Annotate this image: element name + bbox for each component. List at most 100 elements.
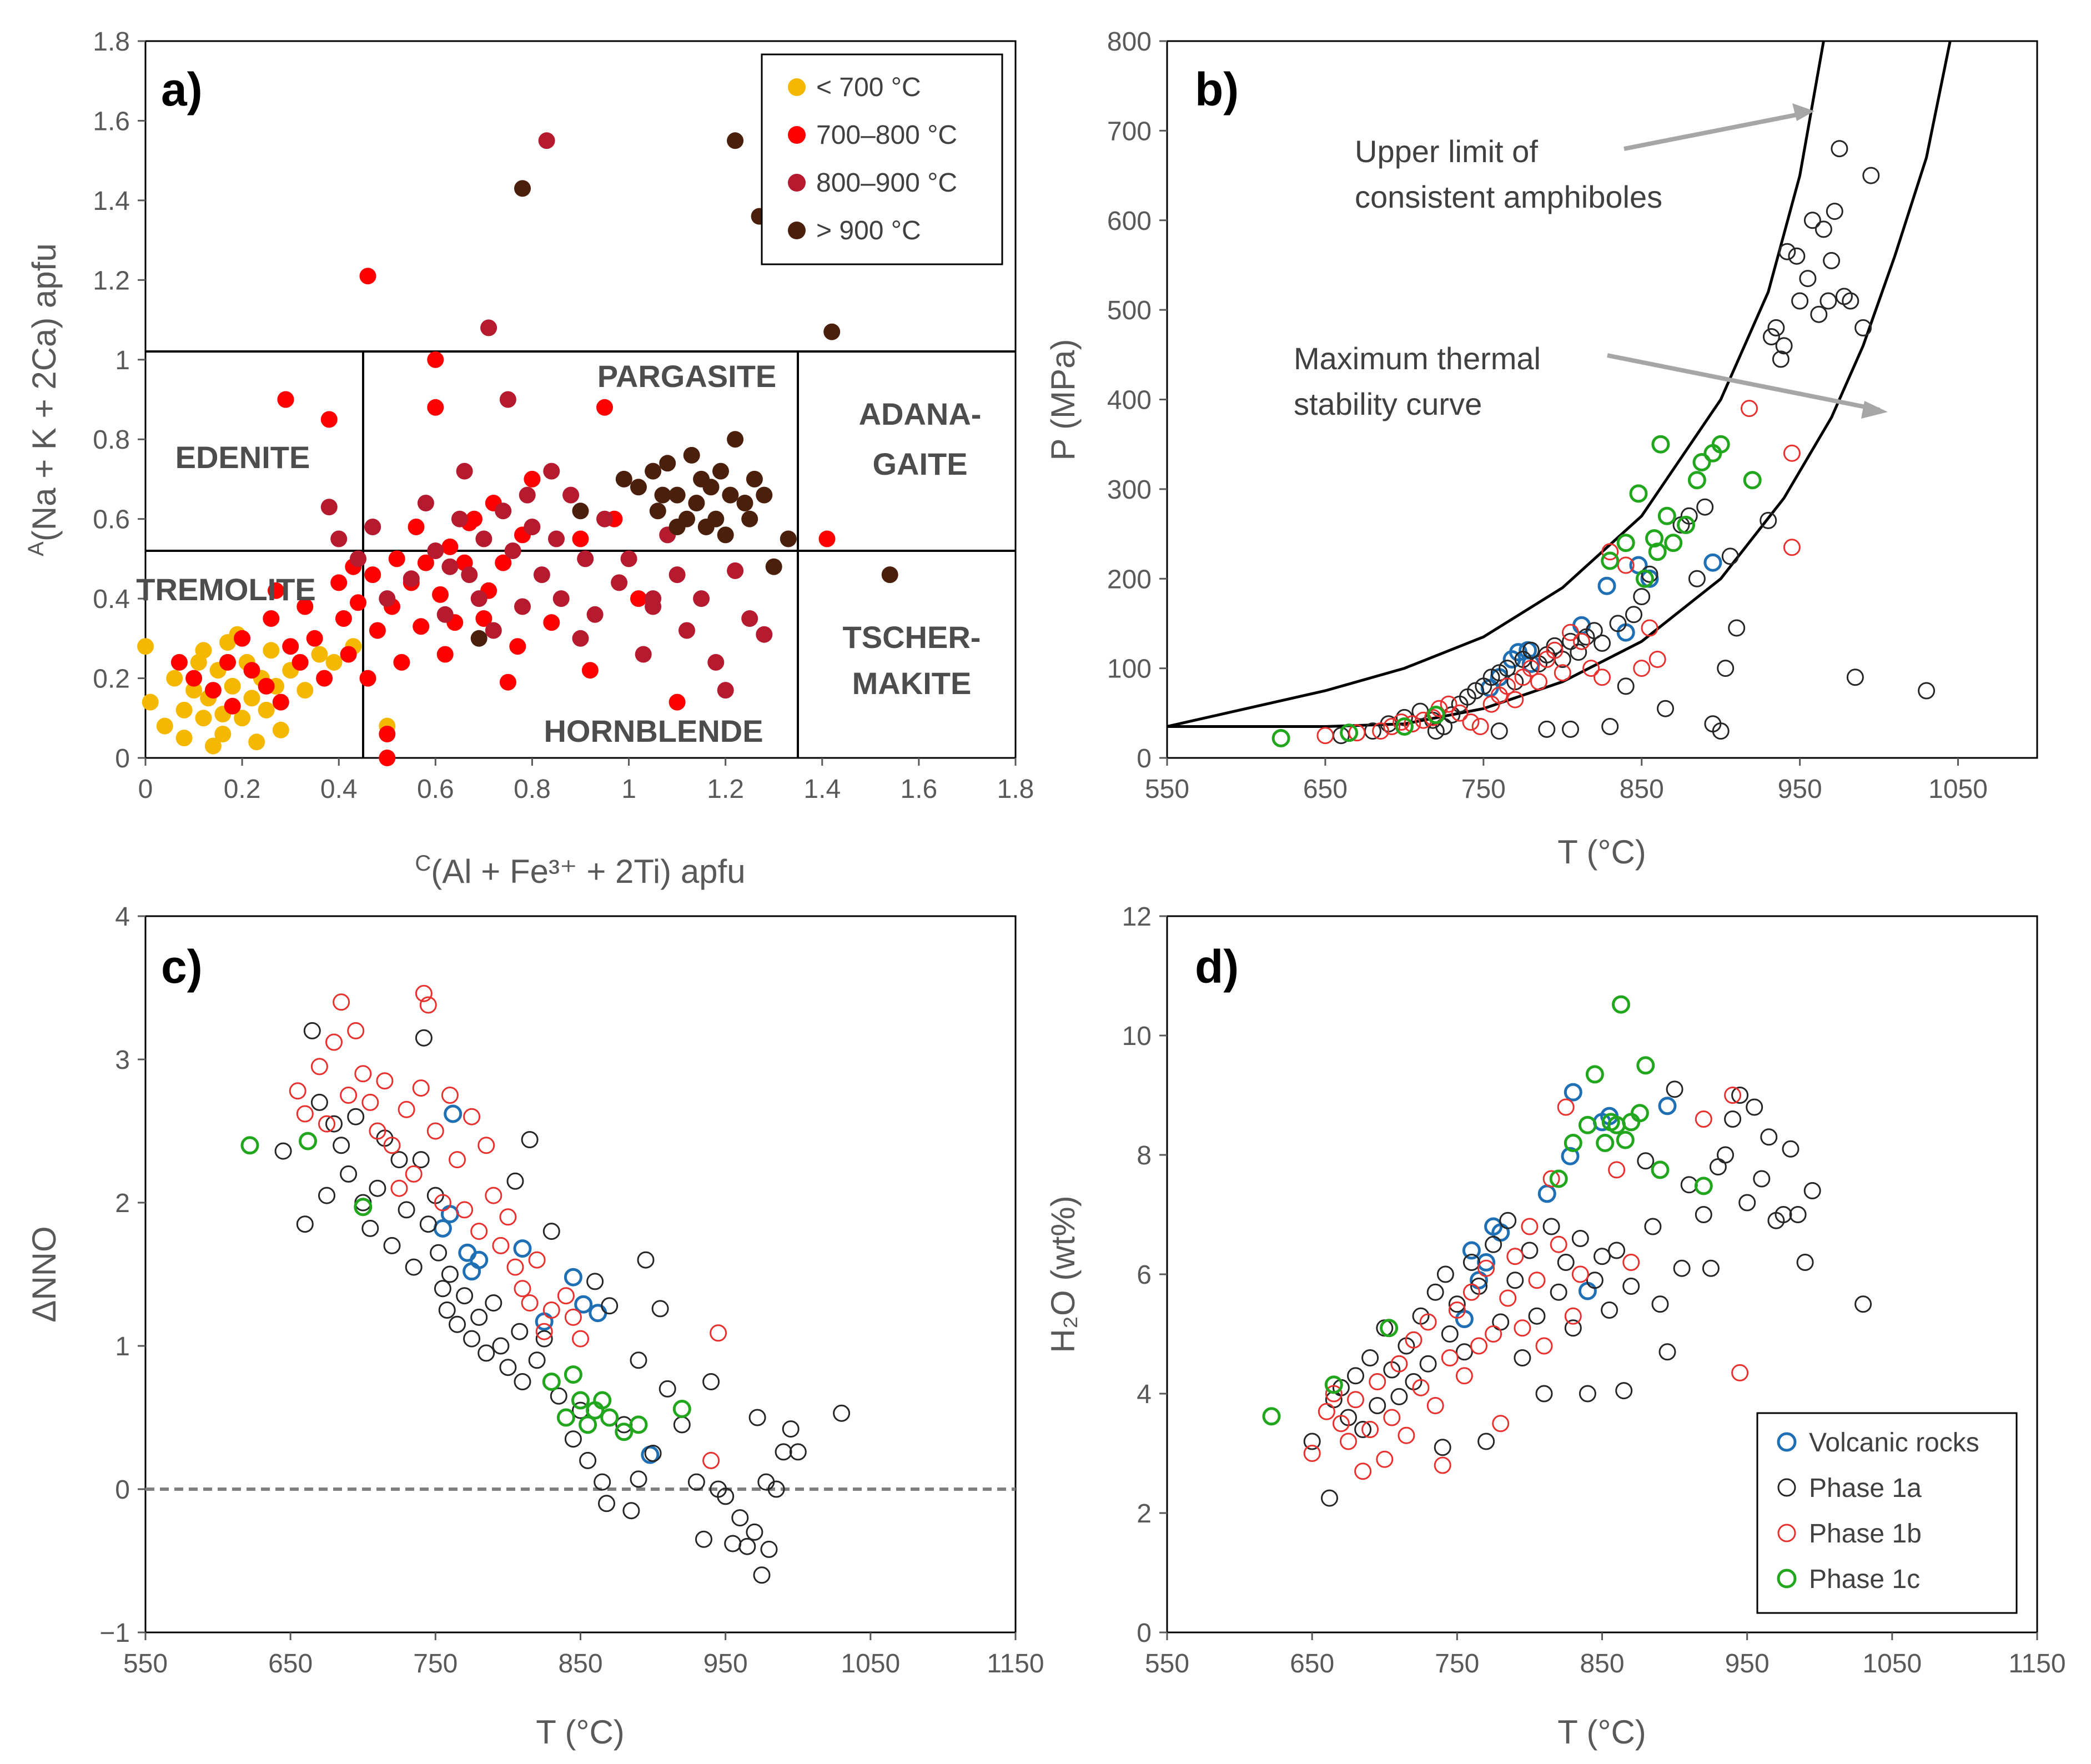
- panel-b-points: [1271, 140, 1936, 747]
- point-800-900-c: [495, 502, 512, 520]
- x-tick-label: 1: [621, 775, 636, 804]
- point-900-c: [668, 486, 686, 504]
- point-phase-1b: [1622, 1254, 1640, 1271]
- point-phase-1a: [419, 1215, 437, 1233]
- point-phase-1b: [361, 1093, 379, 1111]
- point-phase-1a: [1767, 319, 1785, 336]
- point-phase-1a: [1499, 660, 1516, 677]
- point-phase-1a: [724, 1535, 742, 1552]
- point-phase-1b: [1783, 444, 1801, 462]
- point-800-900-c: [379, 590, 396, 607]
- point-phase-1b: [1434, 1456, 1451, 1474]
- point-phase-1a: [1490, 722, 1508, 740]
- point-phase-1a: [1641, 565, 1658, 583]
- point-800-900-c: [693, 590, 710, 607]
- point-800-900-c: [519, 486, 536, 504]
- point-700-800-c: [630, 590, 647, 607]
- point-phase-1b: [1369, 1373, 1386, 1390]
- point-phase-1a: [622, 1502, 640, 1520]
- point-700-800-c: [475, 610, 492, 627]
- x-tick-label: 850: [558, 1649, 602, 1678]
- point-phase-1a: [637, 1251, 655, 1269]
- point-700-800-c: [359, 670, 376, 687]
- panel-d-ticks: 550 650 750 850 950 1050 1150 0 2 4 6 8 10 12: [1122, 902, 2066, 1678]
- point-phase-1a: [492, 1337, 510, 1355]
- point-900-c: [572, 502, 589, 520]
- point-700-800-c: [379, 726, 396, 742]
- point-phase-1b: [564, 1308, 582, 1326]
- point-phase-1a: [1550, 1283, 1567, 1301]
- point-700-c: [137, 638, 154, 655]
- point-phase-1a: [1717, 1146, 1734, 1164]
- point-phase-1b: [1741, 400, 1758, 418]
- x-tick-label: 950: [1778, 775, 1822, 804]
- point-700-800-c: [330, 574, 348, 591]
- point-phase-1b: [1550, 1235, 1567, 1253]
- panel-a-ticks: 0 0.2 0.4 0.6 0.8 1 1.2 1.4 1.6 1.8 0 0.2 0.4 0.6 0.8 1…: [93, 27, 1034, 804]
- x-tick-label: 950: [703, 1649, 748, 1678]
- point-phase-1a: [1782, 1140, 1800, 1158]
- point-phase-1c: [1648, 542, 1667, 561]
- point-700-800-c: [408, 519, 425, 535]
- point-800-900-c: [470, 590, 487, 607]
- point-800-900-c: [596, 510, 613, 527]
- field-label-pargasite: PARGASITE: [597, 359, 777, 394]
- point-phase-1a: [586, 1273, 604, 1290]
- point-phase-1a: [1303, 1433, 1321, 1450]
- point-phase-1a: [717, 1487, 735, 1505]
- x-tick-label: 1150: [2008, 1649, 2065, 1678]
- point-phase-1b: [1347, 1391, 1364, 1409]
- point-phase-1a: [775, 1443, 792, 1461]
- point-800-900-c: [533, 566, 550, 584]
- point-phase-1b: [1325, 1385, 1343, 1403]
- legend-marker-gt900: [788, 222, 806, 239]
- point-phase-1b: [1582, 660, 1600, 677]
- point-phase-1a: [1579, 1385, 1596, 1403]
- point-phase-1b: [405, 1165, 423, 1183]
- y-tick-label: 400: [1107, 386, 1152, 415]
- x-tick-label: 1150: [987, 1649, 1044, 1678]
- point-phase-1b: [1451, 704, 1469, 722]
- point-phase-1c: [629, 1415, 648, 1434]
- legend-marker-phase-1c: [1777, 1569, 1797, 1589]
- point-phase-1a: [1426, 1283, 1444, 1301]
- point-phase-1c: [1677, 515, 1695, 534]
- point-phase-1a: [601, 1297, 619, 1315]
- point-phase-1a: [369, 1179, 386, 1197]
- point-phase-1c: [1340, 723, 1359, 742]
- x-tick-label: 1050: [841, 1649, 900, 1678]
- point-phase-1b: [434, 1194, 451, 1212]
- point-phase-1c: [1578, 1115, 1597, 1134]
- point-phase-1b: [1471, 718, 1489, 735]
- point-700-c: [311, 646, 328, 663]
- point-phase-1a: [514, 1373, 531, 1390]
- x-tick-label: 1.6: [901, 775, 938, 804]
- panel-c-points: [240, 984, 851, 1584]
- y-tick-label: 500: [1107, 296, 1152, 325]
- point-700-c: [204, 737, 222, 755]
- field-label-tschermakite-1: TSCHER-: [843, 620, 981, 655]
- point-phase-1a: [463, 1330, 481, 1348]
- point-phase-1a: [1637, 1152, 1655, 1170]
- point-phase-1b: [1695, 1110, 1712, 1128]
- panel-d-legend: Volcanic rocks Phase 1a Phase 1b Phase 1…: [1756, 1412, 2018, 1614]
- point-800-900-c: [499, 391, 516, 408]
- point-phase-1b: [710, 1324, 727, 1342]
- legend-label-phase-1c: Phase 1c: [1809, 1565, 1920, 1594]
- point-phase-1b: [1419, 1313, 1437, 1331]
- point-phase-1b: [1546, 641, 1564, 659]
- legend-label-lt700: < 700 °C: [816, 73, 921, 102]
- point-900-c: [470, 630, 487, 647]
- point-phase-1a: [1788, 247, 1806, 265]
- point-700-c: [243, 690, 260, 707]
- point-phase-1a: [695, 1530, 712, 1548]
- point-800-900-c: [480, 319, 497, 336]
- point-phase-1a: [1535, 1385, 1553, 1403]
- point-phase-1a: [1753, 1170, 1771, 1188]
- y-tick-label: 600: [1107, 207, 1152, 236]
- point-phase-1b: [1372, 722, 1390, 740]
- point-phase-1b: [1376, 1450, 1394, 1468]
- point-phase-1a: [1514, 1349, 1531, 1366]
- point-phase-1b: [1783, 539, 1801, 556]
